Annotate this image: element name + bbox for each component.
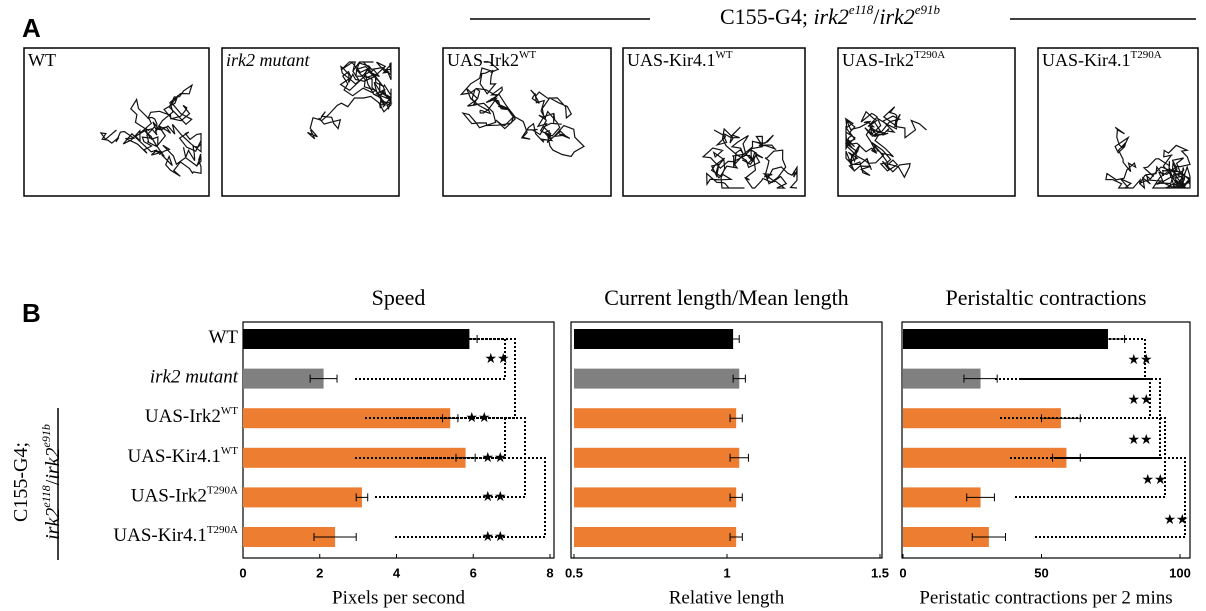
text-part: WT <box>221 444 238 456</box>
x-tick-label: 0 <box>899 565 906 580</box>
track <box>101 85 201 176</box>
text-part: T290A <box>914 49 945 61</box>
text-part: WT <box>221 405 238 417</box>
significance-label: ★★ <box>1163 512 1188 528</box>
x-tick-label: 0 <box>239 565 246 580</box>
significance-label: ★★ <box>481 529 506 545</box>
panel-label: B <box>22 298 41 328</box>
text-part: UAS-Irk2 <box>447 50 519 70</box>
chart-title: Speed <box>372 285 426 310</box>
x-tick-label: 100 <box>1169 565 1191 580</box>
x-axis-label: Peristatic contractions per 2 mins <box>919 587 1172 608</box>
track <box>1106 127 1190 188</box>
track <box>846 107 927 178</box>
x-tick-label: 2 <box>316 565 323 580</box>
significance-bracket <box>395 458 545 537</box>
text-part: UAS-Kir4.1 <box>627 50 716 70</box>
track-box <box>24 48 209 196</box>
text-part: e118 <box>849 2 874 17</box>
text-part: T290A <box>207 524 238 536</box>
bar <box>574 487 736 507</box>
chart-title: Current length/Mean length <box>604 285 848 310</box>
category-label: UAS-Irk2WT <box>145 405 238 428</box>
category-label: WT <box>208 327 238 348</box>
track <box>461 62 584 156</box>
text-part: irk2 mutant <box>226 50 310 70</box>
bar <box>574 369 739 389</box>
bar <box>574 329 733 349</box>
track-label: UAS-Kir4.1T290A <box>1042 49 1162 71</box>
text-part: irk2 <box>879 4 914 29</box>
text-part: irk2 <box>42 508 64 540</box>
bar <box>574 527 736 547</box>
x-tick-label: 50 <box>1034 565 1048 580</box>
significance-label: ★★ <box>484 351 509 367</box>
track <box>703 127 797 188</box>
x-tick-label: 4 <box>393 565 401 580</box>
significance-label: ★★ <box>481 489 506 505</box>
category-label: UAS-Kir4.1T290A <box>113 524 238 547</box>
bar <box>574 448 739 468</box>
text-part: irk2 mutant <box>150 367 239 388</box>
text-part: UAS-Kir4.1 <box>113 525 206 546</box>
bar <box>243 487 362 507</box>
text-part: irk2 <box>42 447 64 479</box>
x-tick-label: 1 <box>723 565 730 580</box>
figure: A C155-G4; irk2e118/irk2e91b WT irk2 mutant… <box>0 0 1206 611</box>
x-tick-label: 1.5 <box>871 565 889 580</box>
group-title: C155-G4; irk2e118/irk2e91b <box>720 2 941 29</box>
track-label: irk2 mutant <box>226 50 310 70</box>
text-part: WT <box>208 327 238 348</box>
group-label: irk2e118/irk2e91b <box>39 424 64 540</box>
significance-label: ★★ <box>1127 432 1152 448</box>
group-label: C155-G4; <box>10 442 32 522</box>
text-part: C155-G4; <box>720 4 814 29</box>
text-part: WT <box>716 49 733 61</box>
track-label: UAS-Kir4.1WT <box>627 49 733 71</box>
text-part: UAS-Irk2 <box>145 407 221 428</box>
category-label: UAS-Kir4.1WT <box>127 444 238 467</box>
text-part: e91b <box>915 2 941 17</box>
track-box <box>623 48 805 196</box>
significance-label: ★★ <box>465 410 490 426</box>
chart-title: Peristaltic contractions <box>946 285 1147 310</box>
x-axis-label: Pixels per second <box>332 587 465 608</box>
text-part: WT <box>519 49 536 61</box>
x-tick-label: 0.5 <box>565 565 583 580</box>
track-box <box>443 48 611 196</box>
significance-label: ★★ <box>1141 472 1166 488</box>
track-label: UAS-Irk2T290A <box>842 49 945 71</box>
panel-label: A <box>22 13 41 43</box>
significance-label: ★★ <box>1127 392 1152 408</box>
text-part: irk2 <box>813 4 848 29</box>
x-tick-label: 6 <box>470 565 477 580</box>
text-part: T290A <box>207 484 238 496</box>
text-part: C155-G4; <box>10 442 32 522</box>
text-part: WT <box>28 50 56 70</box>
bar <box>574 408 736 428</box>
bar <box>903 448 1066 468</box>
x-tick-label: 8 <box>546 565 553 580</box>
x-axis-label: Relative length <box>669 587 785 608</box>
text-part: UAS-Kir4.1 <box>127 446 220 467</box>
text-part: e91b <box>39 424 53 447</box>
track <box>308 62 392 139</box>
plot-frame <box>571 322 882 558</box>
category-label: irk2 mutant <box>150 367 239 388</box>
text-part: e118 <box>39 485 53 507</box>
track-label: WT <box>28 50 56 70</box>
text-part: UAS-Irk2 <box>842 50 914 70</box>
category-label: UAS-Irk2T290A <box>131 484 238 507</box>
significance-label: ★★ <box>1127 352 1152 368</box>
bar <box>243 408 450 428</box>
track-label: UAS-Irk2WT <box>447 49 536 71</box>
text-part: T290A <box>1131 49 1162 61</box>
text-part: UAS-Irk2 <box>131 486 207 507</box>
text-part: UAS-Kir4.1 <box>1042 50 1131 70</box>
significance-label: ★★ <box>481 450 506 466</box>
